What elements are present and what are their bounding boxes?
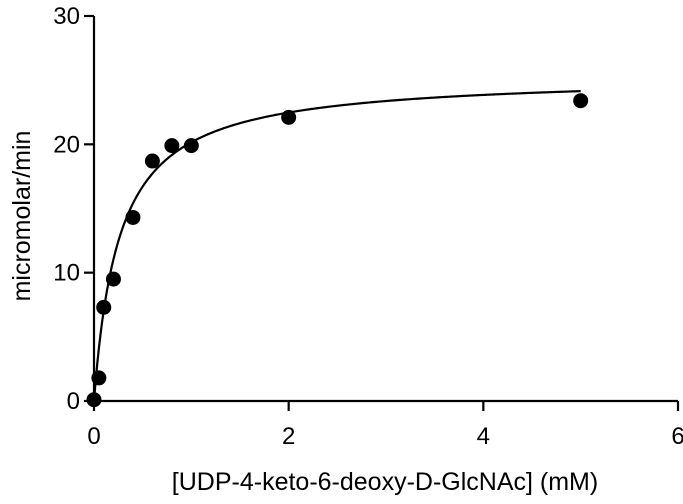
x-tick-label-3: 6 bbox=[671, 423, 683, 450]
x-tick-label-1: 2 bbox=[282, 423, 295, 450]
x-tick-label-0: 0 bbox=[87, 423, 100, 450]
data-point-0 bbox=[86, 392, 102, 408]
data-point-5 bbox=[144, 153, 160, 169]
fit-curve bbox=[92, 90, 581, 402]
data-point-6 bbox=[164, 138, 180, 154]
y-tick-label-1: 10 bbox=[53, 260, 80, 287]
data-point-7 bbox=[183, 138, 199, 154]
y-ticks: 0 10 20 30 bbox=[53, 3, 94, 415]
y-tick-label-3: 30 bbox=[53, 3, 80, 30]
x-tick-label-2: 4 bbox=[477, 423, 490, 450]
data-points bbox=[86, 93, 589, 408]
y-tick-label-0: 0 bbox=[67, 388, 80, 415]
x-axis-label: [UDP-4-keto-6-deoxy-D-GlcNAc] (mM) bbox=[172, 468, 598, 496]
data-point-8 bbox=[281, 109, 297, 125]
y-tick-label-2: 20 bbox=[53, 131, 80, 158]
data-point-2 bbox=[96, 299, 112, 315]
data-point-4 bbox=[125, 209, 141, 225]
axes bbox=[92, 16, 678, 403]
data-point-3 bbox=[105, 271, 121, 287]
data-point-9 bbox=[573, 93, 589, 109]
data-point-1 bbox=[91, 370, 107, 386]
x-ticks: 0 2 4 6 bbox=[87, 401, 683, 450]
y-axis-label: micromolar/min bbox=[8, 131, 36, 302]
